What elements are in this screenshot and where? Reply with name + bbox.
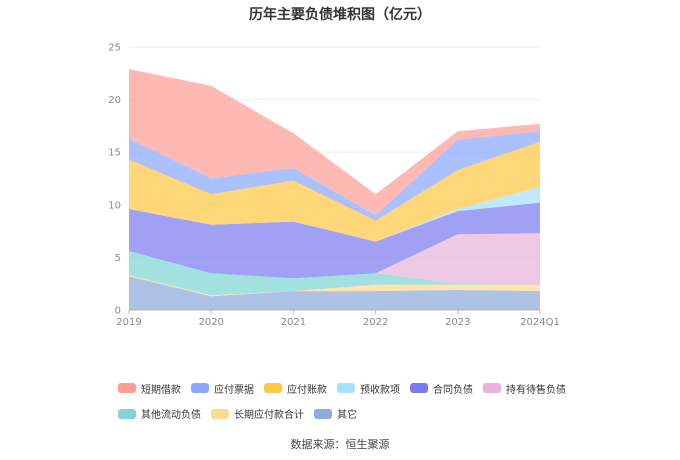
legend-label: 持有待售负债 [506, 384, 566, 396]
legend-label: 短期借款 [141, 384, 181, 396]
legend-item[interactable]: 持有待售负债 [483, 381, 566, 396]
area-series-group [129, 69, 540, 310]
chart-title: 历年主要负债堆积图（亿元） [249, 7, 431, 23]
y-tick-label: 10 [108, 200, 121, 211]
source-note: 数据来源：恒生聚源 [290, 438, 390, 451]
legend-label: 合同负债 [433, 384, 473, 396]
x-tick-label: 2022 [363, 317, 388, 328]
y-tick-label: 5 [115, 253, 121, 264]
x-tick-label: 2019 [116, 317, 141, 328]
axis-group: 0 5 10 15 20 25 2019 2020 2021 2022 2023 2024Q1 [108, 43, 560, 329]
x-tick-label: 2021 [281, 317, 306, 328]
legend-swatch [337, 383, 355, 393]
chart-plot: 0 5 10 15 20 25 2019 2020 2021 2022 2023 2024Q1 [108, 43, 560, 329]
area-series-应付账款[interactable] [129, 141, 540, 242]
legend-swatch [410, 383, 428, 393]
legend-swatch [191, 383, 209, 393]
legend-label: 应付票据 [214, 384, 254, 396]
legend-item[interactable]: 应付票据 [191, 381, 254, 396]
legend-item[interactable]: 长期应付款合计 [211, 406, 304, 421]
legend-item[interactable]: 其他流动负债 [118, 406, 201, 421]
y-tick-label: 25 [108, 43, 121, 54]
legend-item[interactable]: 预收款项 [337, 381, 400, 396]
legend: 短期借款 应付票据 应付账款 预收款项 合同负债 持有待售负债其他流动负债 长期应付款合计 其… [118, 378, 588, 429]
legend-label: 应付账款 [287, 384, 327, 396]
legend-label: 长期应付款合计 [234, 410, 304, 421]
area-series-应付票据[interactable] [129, 131, 540, 221]
area-series-短期借款[interactable] [129, 69, 540, 216]
y-tick-label: 0 [115, 306, 121, 317]
x-tick-label: 2020 [198, 317, 223, 328]
area-series-合同负债[interactable] [129, 202, 540, 279]
legend-swatch [483, 383, 501, 393]
legend-swatch [314, 408, 332, 419]
x-tick-label: 2024Q1 [520, 317, 560, 328]
legend-swatch [264, 383, 282, 393]
legend-label: 其它 [337, 410, 357, 421]
legend-item[interactable]: 合同负债 [410, 381, 473, 396]
x-tick-label: 2023 [445, 317, 470, 328]
area-series-其它[interactable] [129, 276, 540, 310]
area-series-其他流动负债[interactable] [129, 251, 540, 296]
area-series-持有待售负债[interactable] [129, 233, 540, 285]
y-tick-label: 15 [108, 148, 121, 159]
y-tick-label: 20 [108, 95, 121, 106]
legend-label: 其他流动负债 [141, 410, 201, 421]
legend-label: 预收款项 [360, 384, 400, 396]
legend-item[interactable]: 其它 [314, 406, 357, 421]
legend-item[interactable]: 应付账款 [264, 381, 327, 396]
legend-swatch [118, 383, 136, 393]
legend-item[interactable]: 短期借款 [118, 381, 181, 396]
legend-swatch [211, 408, 229, 419]
area-series-长期应付款合计[interactable] [129, 275, 540, 297]
legend-swatch [118, 408, 136, 419]
